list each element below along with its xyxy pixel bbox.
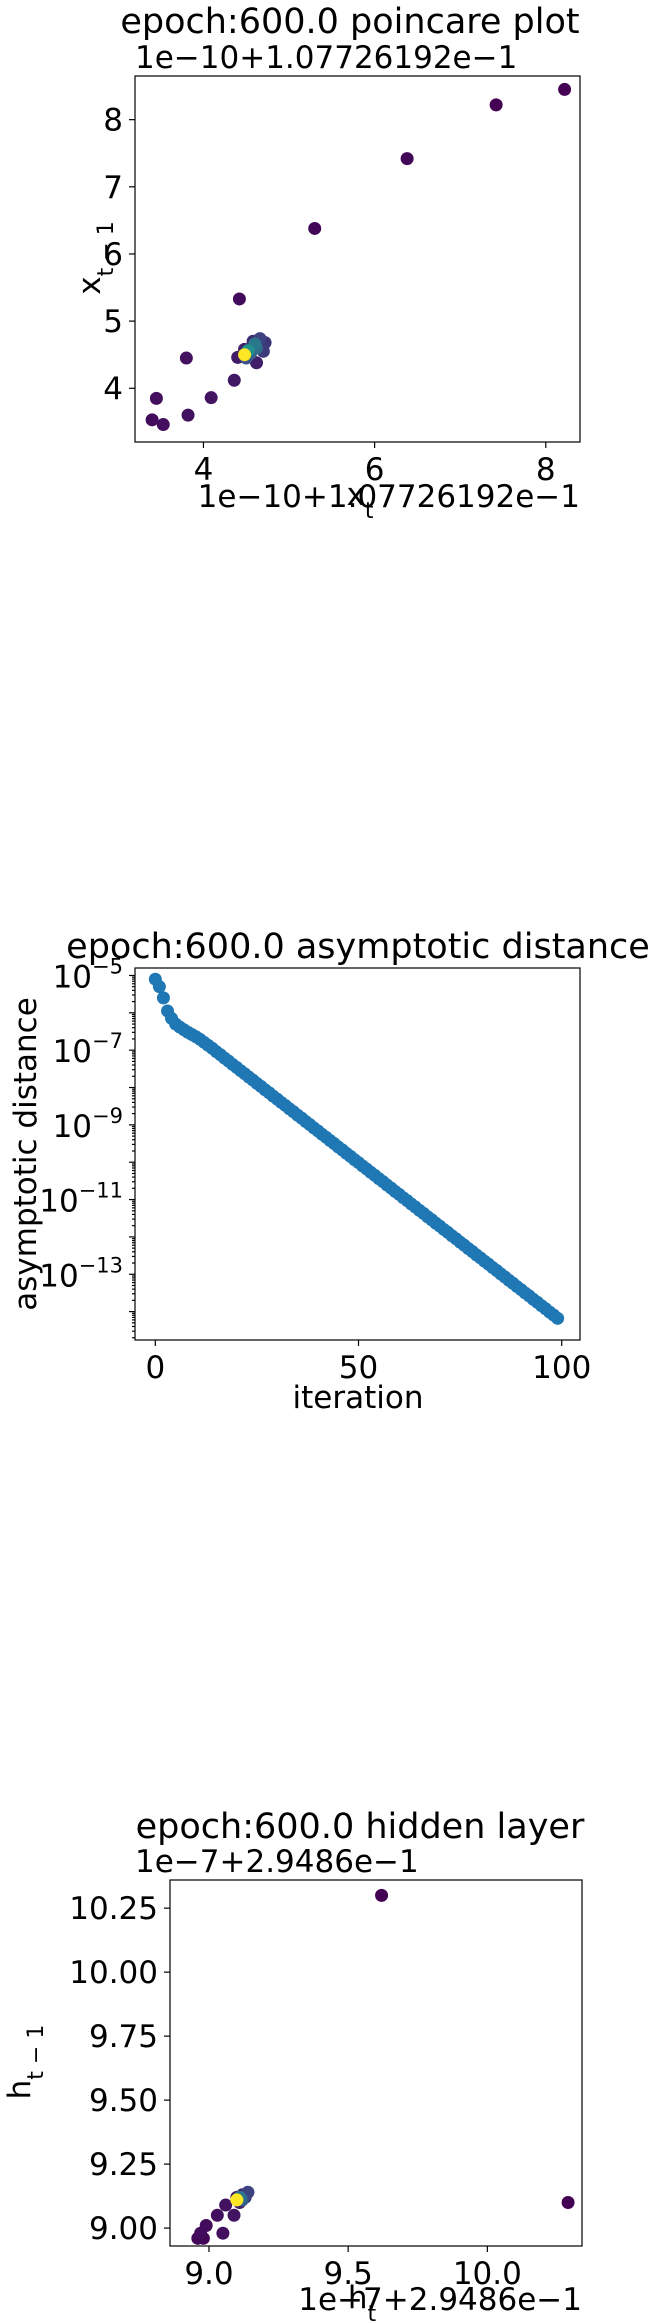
data-point bbox=[145, 413, 159, 427]
data-point bbox=[210, 2208, 224, 2222]
y-tick-label: 8 bbox=[103, 103, 123, 139]
y-tick-label: 9.25 bbox=[89, 2147, 158, 2183]
data-point bbox=[375, 1888, 389, 1902]
x-axis: 9.0 9.5 10.0 bbox=[184, 2246, 522, 2292]
x-tick-label: 0 bbox=[145, 1350, 165, 1386]
data-point bbox=[149, 391, 163, 405]
x-tick-label: 6 bbox=[365, 452, 385, 488]
axes-frame bbox=[169, 1879, 583, 2247]
y-tick-label: 5 bbox=[103, 304, 123, 340]
data-point bbox=[232, 292, 246, 306]
y-tick-label: 10−13 bbox=[39, 1253, 123, 1294]
chart-title: epoch:600.0 poincare plot bbox=[120, 2, 579, 42]
data-point bbox=[181, 408, 195, 422]
y-axis-label: xt − 1 bbox=[72, 221, 119, 294]
y-axis-label: ht − 1 bbox=[2, 2025, 49, 2100]
data-point bbox=[489, 98, 503, 112]
chart-title: epoch:600.0 hidden layer bbox=[136, 1807, 585, 1847]
y-tick-label: 10.25 bbox=[69, 1891, 158, 1927]
y-axis-label: asymptotic distance bbox=[8, 997, 44, 1311]
data-point bbox=[250, 356, 264, 370]
data-point bbox=[219, 2198, 233, 2212]
x-offset-text: 1e−10+1.07726192e−1 bbox=[198, 479, 580, 515]
y-tick-label: 6 bbox=[103, 237, 123, 273]
y-tick-label: 10−5 bbox=[53, 954, 123, 995]
data-point bbox=[204, 391, 218, 405]
y-tick-label: 10.00 bbox=[69, 1955, 158, 1991]
y-tick-label: 4 bbox=[103, 371, 123, 407]
x-tick-label: 10.0 bbox=[453, 2256, 522, 2292]
x-tick-label: 9.5 bbox=[324, 2256, 373, 2292]
axes-frame bbox=[134, 75, 581, 443]
plot-area bbox=[191, 1888, 575, 2245]
data-point bbox=[199, 2219, 213, 2233]
y-offset-text: 1e−10+1.07726192e−1 bbox=[135, 40, 517, 76]
plot-area bbox=[148, 972, 565, 1325]
data-point bbox=[156, 418, 170, 432]
x-axis: 4 6 8 bbox=[194, 442, 556, 488]
data-point bbox=[238, 348, 252, 362]
y-tick-label: 10−9 bbox=[53, 1104, 123, 1145]
poincare-plot: epoch:600.0 poincare plot 1e−10+1.077261… bbox=[72, 2, 581, 524]
x-tick-label: 50 bbox=[339, 1350, 378, 1386]
data-point bbox=[227, 373, 241, 387]
y-tick-label: 9.00 bbox=[89, 2211, 158, 2247]
data-point bbox=[156, 991, 170, 1005]
x-tick-label: 4 bbox=[194, 452, 214, 488]
y-tick-label: 7 bbox=[103, 170, 123, 206]
y-axis: 10−5 10−7 10−9 10−11 10−13 bbox=[39, 954, 135, 1339]
y-axis: 9.00 9.25 9.50 9.75 10.00 10.25 bbox=[69, 1891, 170, 2247]
data-point bbox=[227, 2208, 241, 2222]
chart-title: epoch:600.0 asymptotic distance bbox=[66, 927, 650, 967]
x-tick-label: 9.0 bbox=[184, 2256, 233, 2292]
data-point bbox=[308, 221, 322, 235]
y-tick-label: 9.50 bbox=[89, 2083, 158, 2119]
data-point bbox=[400, 152, 414, 166]
data-point bbox=[152, 980, 166, 994]
axes-frame bbox=[134, 967, 581, 1341]
y-tick-label: 10−7 bbox=[53, 1029, 123, 1070]
plot-area bbox=[145, 82, 572, 432]
hidden-layer-plot: epoch:600.0 hidden layer 1e−7+2.9486e−1 … bbox=[2, 1807, 585, 2323]
x-axis-label: iteration bbox=[293, 1380, 424, 1416]
x-axis: 0 50 100 bbox=[145, 1340, 591, 1386]
data-point bbox=[216, 2226, 230, 2240]
x-tick-label: 8 bbox=[536, 452, 556, 488]
data-point bbox=[561, 2195, 575, 2209]
y-axis: 4 5 6 7 8 bbox=[103, 103, 135, 407]
y-tick-label: 10−11 bbox=[39, 1179, 123, 1220]
y-tick-label: 9.75 bbox=[89, 2019, 158, 2055]
data-point bbox=[179, 351, 193, 365]
x-tick-label: 100 bbox=[532, 1350, 591, 1386]
y-offset-text: 1e−7+2.9486e−1 bbox=[135, 1844, 419, 1880]
x-offset-text: 1e−7+2.9486e−1 bbox=[298, 2282, 582, 2318]
asymptotic-distance-plot: epoch:600.0 asymptotic distance 0 50 100 1… bbox=[8, 927, 650, 1416]
data-point bbox=[230, 2193, 244, 2207]
data-point bbox=[551, 1311, 565, 1325]
data-point bbox=[558, 82, 572, 96]
